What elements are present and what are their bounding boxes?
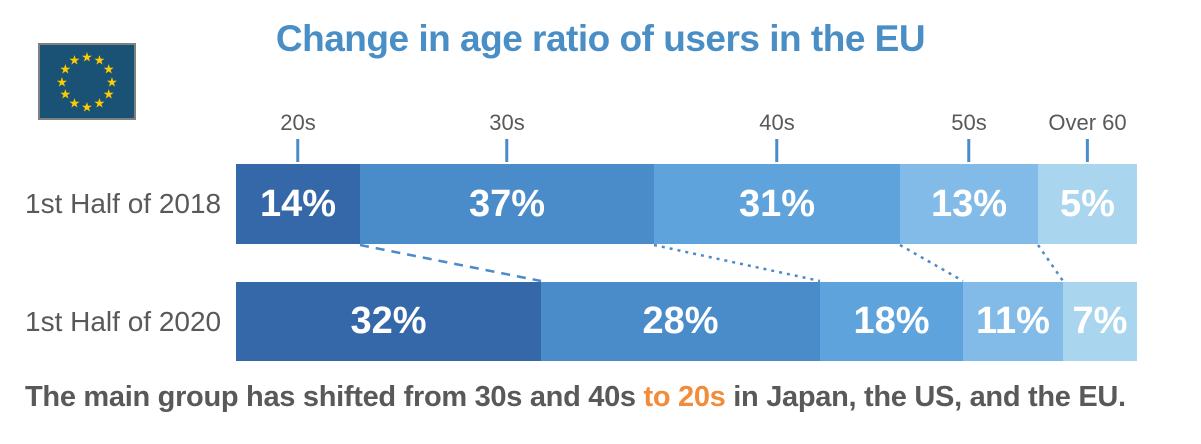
category-axis: 20s 30s 40s 50s Over 60 (236, 110, 1137, 164)
flag-star-icon: ★ (56, 74, 68, 89)
bar-segment: 5% (1038, 164, 1137, 244)
row-label: 1st Half of 2020 (25, 305, 222, 337)
category-tick-line (505, 139, 509, 162)
bar-segment: 18% (820, 282, 963, 361)
segment-connector-line (1036, 244, 1065, 282)
chart-title: Change in age ratio of users in the EU (275, 18, 926, 59)
bar-segment: 7% (1063, 282, 1137, 361)
bar-segment: 13% (900, 164, 1038, 244)
category-tick: Over 60 (1048, 110, 1127, 162)
stacked-bar-row: 14% 37% 31% 13% 5% (236, 164, 1137, 244)
category-tick-label: 20s (280, 110, 316, 135)
stacked-bar-row: 32% 28% 18% 11% 7% (236, 282, 1137, 361)
segment-connector-line (359, 243, 542, 283)
category-tick-line (1085, 139, 1089, 162)
flag-star-icon: ★ (93, 52, 106, 68)
category-tick-label: 30s (489, 110, 525, 135)
bar-segment: 32% (236, 282, 541, 361)
flag-star-icon: ★ (106, 74, 118, 89)
bar-segment: 37% (360, 164, 654, 244)
row-label: 1st Half of 2018 (25, 188, 222, 219)
category-tick: 30s (489, 110, 525, 162)
caption-prefix: The main group has shifted from 30s and … (25, 381, 644, 413)
bar-segment: 28% (541, 282, 820, 361)
category-tick-line (967, 139, 971, 162)
flag-star-icon: ★ (59, 61, 72, 77)
flag-star-icon: ★ (102, 86, 115, 102)
bar-segment: 14% (236, 164, 360, 244)
caption-suffix: in Japan, the US, and the EU. (725, 381, 1126, 413)
flag-star-icon: ★ (59, 86, 72, 102)
category-tick-label: Over 60 (1048, 110, 1127, 135)
category-tick-line (775, 139, 779, 162)
flag-star-icon: ★ (81, 49, 93, 64)
category-tick-label: 40s (759, 110, 795, 135)
category-tick: 20s (280, 110, 316, 162)
flag-star-icon: ★ (93, 95, 106, 111)
segment-connector-line (899, 243, 964, 283)
category-tick: 40s (759, 110, 795, 162)
flag-star-icon: ★ (68, 52, 81, 68)
flag-star-icon: ★ (68, 95, 81, 111)
caption: The main group has shifted from 30s and … (25, 381, 1126, 414)
segment-connector-line (653, 243, 821, 283)
caption-highlight: to 20s (643, 381, 726, 413)
flag-star-icon: ★ (102, 61, 115, 77)
bar-segment: 11% (963, 282, 1063, 361)
flag-star-icon: ★ (81, 99, 93, 114)
category-tick-line (296, 139, 300, 162)
bar-segment: 31% (654, 164, 900, 244)
category-tick-label: 50s (951, 110, 987, 135)
eu-flag: ★ ★ ★ ★ ★ ★ ★ ★ ★ ★ ★ ★ (38, 43, 136, 120)
category-tick: 50s (951, 110, 987, 162)
